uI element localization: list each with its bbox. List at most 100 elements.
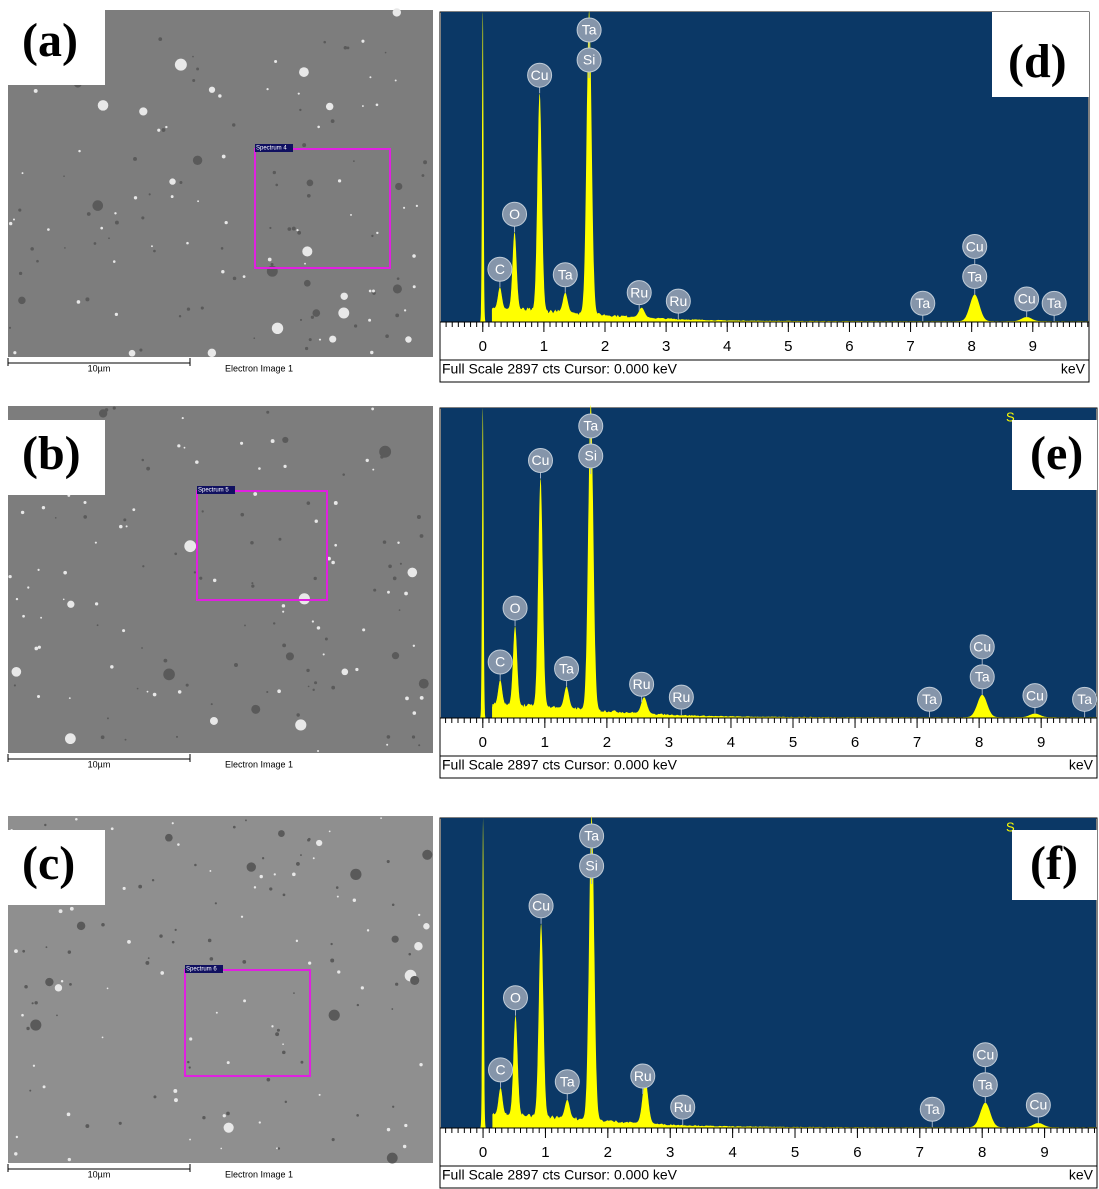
x-tick-label: 5: [789, 734, 797, 751]
peak: [580, 404, 601, 718]
speck: [183, 446, 186, 449]
speck: [124, 738, 127, 741]
speck: [385, 334, 389, 339]
speck: [151, 245, 153, 248]
panel-label: (a): [22, 14, 78, 67]
x-tick-label: 6: [853, 1144, 861, 1161]
speck: [403, 309, 407, 312]
speck: [245, 819, 247, 822]
speck: [136, 687, 139, 690]
speck: [163, 668, 175, 681]
speck: [312, 857, 315, 860]
speck: [274, 59, 278, 63]
peak-label-bubble: [552, 262, 578, 288]
speck: [85, 1124, 90, 1128]
speck: [240, 441, 244, 445]
peak-label-bubble: [626, 280, 652, 306]
peak-label-bubble: [487, 649, 513, 675]
speck: [32, 1064, 36, 1067]
speck: [370, 350, 374, 355]
speck: [34, 1001, 38, 1005]
speck: [174, 58, 187, 71]
speck: [118, 1121, 122, 1125]
peak-label: Ru: [630, 284, 648, 300]
speck: [334, 543, 337, 547]
speck: [386, 743, 389, 746]
spectrum-tag: [197, 486, 235, 494]
speck: [209, 717, 218, 725]
speck: [253, 492, 258, 496]
speck: [421, 174, 425, 177]
speck: [300, 854, 302, 856]
peak-label: Ta: [1047, 295, 1062, 311]
speck: [278, 537, 282, 541]
speck: [226, 1111, 230, 1116]
peak-label: Ru: [669, 293, 687, 309]
speck: [123, 518, 127, 522]
speck: [328, 830, 331, 833]
peak-label: Cu: [532, 452, 550, 468]
x-tick-label: 1: [541, 734, 549, 751]
speck: [138, 884, 143, 889]
speck: [386, 1127, 391, 1132]
peak-label: O: [509, 206, 520, 222]
speck: [396, 277, 400, 280]
speck: [361, 39, 365, 43]
speck: [386, 735, 391, 739]
speck: [392, 1105, 395, 1108]
peak-label-bubble: [962, 264, 988, 290]
spectrum-box: [254, 148, 391, 269]
speck: [177, 690, 182, 694]
speck: [161, 128, 166, 132]
x-tick-label: 8: [975, 734, 983, 751]
speck: [416, 515, 421, 520]
speck: [285, 652, 294, 661]
speck: [181, 416, 184, 420]
speck: [85, 297, 90, 302]
speck: [189, 1138, 191, 1141]
peak-label: O: [510, 989, 521, 1005]
peak: [492, 287, 508, 322]
x-tick-label: 4: [727, 734, 735, 751]
peak-label-bubble: [919, 1096, 945, 1122]
speck: [76, 300, 81, 304]
speck: [379, 445, 392, 458]
speck: [337, 970, 341, 974]
label-box: [992, 12, 1089, 97]
speck: [388, 564, 392, 569]
x-tick-label: 2: [604, 1144, 612, 1161]
speck: [146, 690, 149, 693]
speck: [369, 76, 372, 79]
peak-label: Ta: [975, 669, 990, 685]
speck: [147, 957, 150, 960]
speck: [299, 108, 302, 112]
speck: [221, 270, 225, 274]
speck: [224, 221, 228, 225]
label-box: [1012, 420, 1097, 490]
peak-label-bubble: [916, 686, 942, 712]
speck: [31, 1002, 34, 1005]
peak-label-bubble: [1025, 1092, 1051, 1118]
speck: [101, 923, 105, 927]
x-tick-label: 1: [541, 1144, 549, 1161]
spectrum-tag-text: Spectrum 5: [198, 488, 229, 494]
peak-label: Ta: [1077, 691, 1092, 707]
speck: [293, 992, 295, 994]
speck: [163, 658, 168, 663]
peak: [1014, 713, 1056, 718]
speck: [37, 645, 41, 649]
speck: [83, 515, 88, 519]
speck: [375, 103, 379, 107]
unit: keV: [1069, 1167, 1094, 1183]
speck: [179, 180, 183, 184]
speck: [100, 226, 104, 230]
speck: [366, 929, 370, 932]
label-box: [1012, 830, 1097, 900]
speck: [63, 175, 65, 177]
speck: [338, 307, 350, 319]
speck: [141, 458, 145, 462]
speck: [302, 143, 307, 148]
corner-text: S: [1006, 819, 1015, 834]
peak-label: Cu: [532, 898, 550, 914]
speck: [214, 902, 217, 905]
